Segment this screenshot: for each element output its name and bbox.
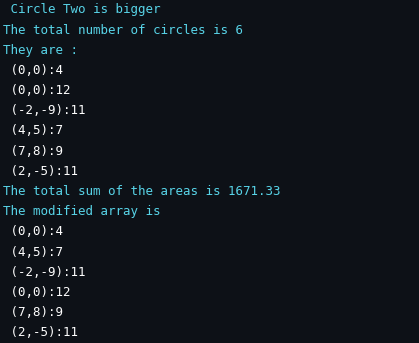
Text: (0,0):12: (0,0):12 — [3, 84, 71, 97]
Text: (4,5):7: (4,5):7 — [3, 246, 63, 259]
Text: (0,0):4: (0,0):4 — [3, 64, 63, 77]
Text: The total number of circles is 6: The total number of circles is 6 — [3, 24, 243, 37]
Text: (4,5):7: (4,5):7 — [3, 125, 63, 138]
Text: (0,0):12: (0,0):12 — [3, 286, 71, 299]
Text: (0,0):4: (0,0):4 — [3, 225, 63, 238]
Text: The total sum of the areas is 1671.33: The total sum of the areas is 1671.33 — [3, 185, 281, 198]
Text: (-2,-9):11: (-2,-9):11 — [3, 104, 86, 117]
Text: (2,-5):11: (2,-5):11 — [3, 165, 78, 178]
Text: Circle Two is bigger: Circle Two is bigger — [3, 3, 161, 16]
Text: (-2,-9):11: (-2,-9):11 — [3, 266, 86, 279]
Text: (7,8):9: (7,8):9 — [3, 145, 63, 158]
Text: The modified array is: The modified array is — [3, 205, 161, 218]
Text: They are :: They are : — [3, 44, 78, 57]
Text: (7,8):9: (7,8):9 — [3, 306, 63, 319]
Text: (2,-5):11: (2,-5):11 — [3, 326, 78, 339]
